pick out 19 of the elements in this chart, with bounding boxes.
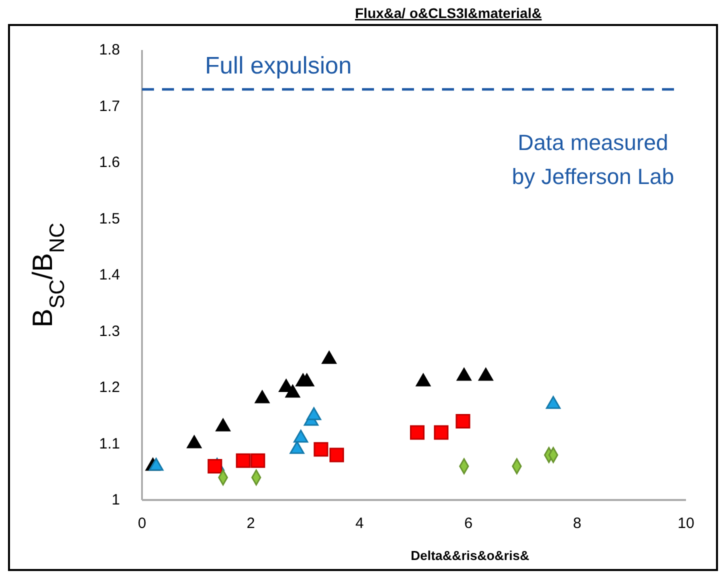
y-tick-label: 1.5	[99, 210, 120, 228]
y-tick-label: 1.2	[99, 379, 120, 396]
y-tick-label: 1.1	[99, 435, 120, 452]
x-tick-label: 10	[678, 515, 694, 532]
y-tick-label: 1.6	[99, 154, 120, 171]
x-tick-label: 0	[138, 515, 146, 532]
annotation: Data measured by Jefferson Lab	[512, 130, 674, 189]
y-tick-label: 1	[112, 492, 120, 508]
chart-title: Flux&a/ o&CLS3I&material&	[355, 5, 542, 21]
x-tick-label: 6	[464, 515, 473, 532]
ref-line-label: Full expulsion	[205, 52, 352, 80]
y-tick-label: 1.8	[99, 42, 120, 58]
y-tick-label: 1.3	[99, 322, 120, 340]
x-tick-label: 2	[246, 515, 255, 532]
x-axis-title: Delta&&ris&o&ris&	[410, 548, 530, 563]
x-tick-label: 4	[355, 515, 364, 532]
y-tick-label: 1.4	[99, 266, 120, 284]
y-tick-label: 1.7	[99, 98, 120, 115]
x-tick-label: 8	[573, 515, 582, 532]
